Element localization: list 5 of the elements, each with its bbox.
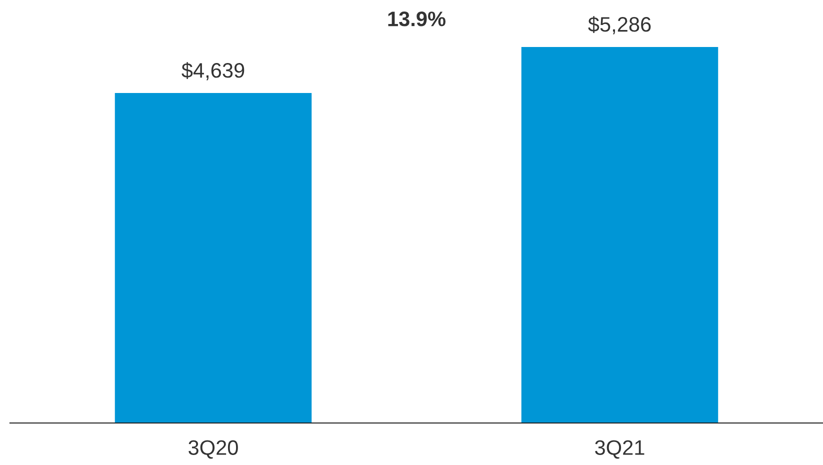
x-tick-label: 3Q20 [188, 440, 238, 459]
x-tick-label: 3Q21 [595, 440, 644, 459]
data-label: $5,286 [588, 16, 651, 34]
data-label: $4,639 [182, 62, 244, 80]
text: 13.9% [388, 12, 446, 26]
